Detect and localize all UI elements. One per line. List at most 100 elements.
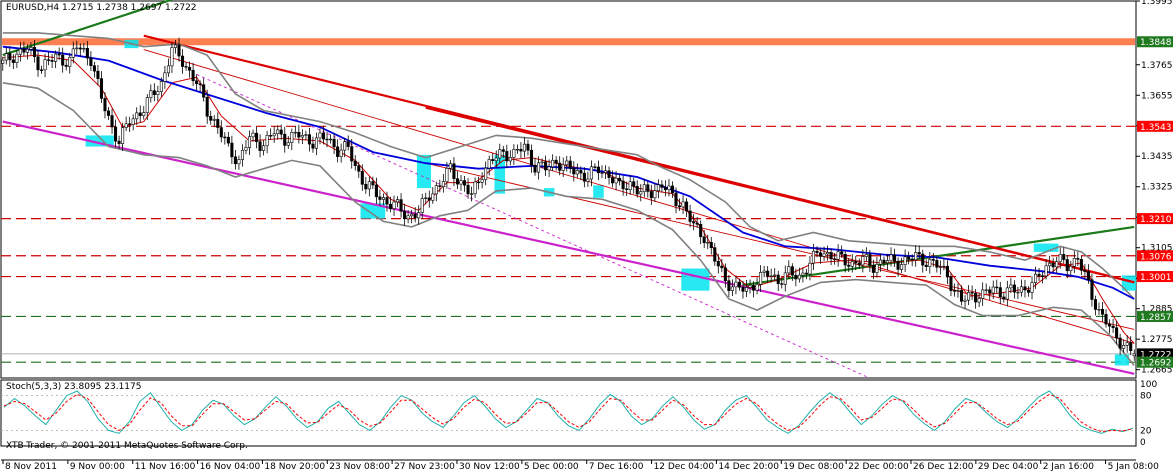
candle-body — [413, 213, 417, 219]
candle-body — [787, 266, 791, 274]
candle-body — [836, 251, 840, 260]
candle-body — [667, 185, 671, 191]
candle-body — [212, 119, 216, 121]
candle-body — [575, 170, 579, 175]
candle-body — [290, 132, 294, 144]
candle-body — [537, 162, 541, 173]
time-tick-label: 14 Dec 20:00 — [718, 462, 779, 472]
price-tag-1.3076: 1.3076 — [1140, 252, 1172, 262]
candle-body — [1090, 279, 1094, 300]
candle-body — [984, 289, 988, 291]
candle-body — [487, 159, 491, 169]
candle-body — [240, 149, 244, 160]
candle-body — [251, 132, 255, 138]
candle-body — [237, 159, 241, 165]
candle-body — [473, 181, 477, 195]
candle-body — [434, 185, 438, 195]
candle-body — [723, 267, 727, 282]
candle-body — [653, 190, 657, 199]
candle-body — [124, 123, 128, 128]
candle-body — [889, 254, 893, 261]
candle-body — [15, 53, 19, 63]
candle-body — [1115, 327, 1119, 339]
stoch-tick-label: 80 — [1140, 392, 1152, 402]
candle-body — [766, 270, 770, 277]
candle-body — [25, 48, 29, 53]
candle-body — [156, 91, 160, 95]
candle-body — [314, 137, 319, 149]
candle-body — [914, 252, 918, 261]
candle-body — [403, 210, 407, 220]
candle-body — [1030, 282, 1034, 293]
candle-body — [977, 298, 981, 303]
candle-body — [417, 212, 421, 219]
candle-body — [114, 126, 118, 142]
candle-body — [822, 253, 826, 257]
candle-body — [593, 166, 597, 168]
price-tag-1.3210: 1.3210 — [1140, 215, 1172, 225]
candle-body — [96, 70, 100, 79]
candle-body — [360, 170, 364, 185]
candle-body — [205, 96, 209, 117]
price-panel[interactable] — [0, 0, 1137, 379]
candle-body — [737, 281, 741, 288]
candle-body — [744, 287, 749, 292]
candle-body — [198, 83, 202, 85]
candle-body — [660, 184, 664, 188]
candle-body — [558, 162, 562, 171]
candle-body — [695, 222, 699, 225]
candle-body — [459, 180, 463, 185]
candle-body — [864, 254, 868, 257]
time-tick-label: 12 Dec 04:00 — [654, 462, 715, 472]
price-tick-label: 1.2775 — [1141, 335, 1173, 345]
candle-body — [1093, 299, 1097, 310]
candle-body — [283, 133, 287, 146]
price-tick-label: 1.3995 — [1141, 0, 1173, 7]
price-tag-box-1.3076 — [1137, 250, 1173, 262]
candle-body — [427, 197, 431, 201]
candle-body — [233, 156, 237, 165]
candle-body — [1051, 262, 1055, 268]
candle-body — [1044, 265, 1048, 277]
candle-body — [1026, 289, 1031, 293]
candle-body — [311, 143, 315, 149]
candle-body — [117, 140, 121, 144]
candle-body — [896, 260, 900, 270]
candle-body — [935, 260, 939, 268]
candle-body — [995, 286, 999, 289]
candle-body — [1132, 353, 1136, 357]
candle-body — [611, 177, 615, 184]
candle-body — [519, 149, 523, 152]
candle-body — [448, 163, 452, 169]
candle-body — [357, 165, 361, 172]
stochastic-panel[interactable] — [0, 379, 1137, 447]
candle-body — [209, 116, 213, 121]
candle-body — [1002, 296, 1006, 300]
candle-body — [670, 185, 675, 194]
time-tick-label: 2 Jan 16:00 — [1043, 462, 1095, 472]
candle-body — [801, 272, 805, 276]
candle-body — [582, 172, 586, 182]
candle-body — [455, 178, 460, 185]
candle-body — [424, 197, 428, 199]
candle-body — [692, 221, 696, 224]
candle-body — [808, 262, 812, 275]
time-tick-label: 26 Dec 12:00 — [913, 462, 974, 472]
candle-body — [875, 263, 879, 273]
candle-body — [343, 141, 347, 151]
candle-body — [949, 276, 953, 291]
candle-body — [600, 172, 604, 174]
price-tag-1.2722: 1.2722 — [1140, 350, 1172, 360]
candle-body — [247, 136, 252, 148]
candle-body — [152, 90, 156, 95]
candle-body — [1129, 342, 1133, 351]
candle-body — [1086, 271, 1090, 281]
candle-body — [512, 149, 516, 158]
candle-body — [170, 47, 174, 67]
candle-body — [1076, 258, 1080, 260]
candle-body — [931, 259, 935, 261]
candle-body — [833, 258, 837, 260]
candle-body — [716, 260, 720, 267]
price-tick-label: 1.2665 — [1141, 366, 1173, 376]
candle-body — [255, 132, 259, 142]
